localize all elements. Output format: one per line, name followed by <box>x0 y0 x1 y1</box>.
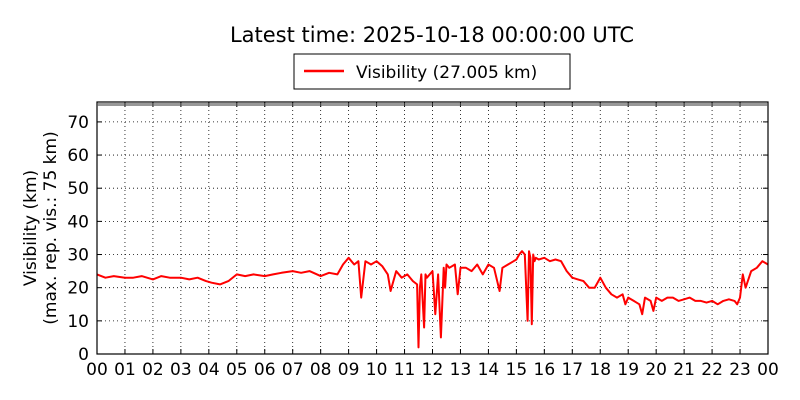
x-tick-label: 12 <box>422 360 444 380</box>
y-axis-label-line2: (max. rep. vis.: 75 km) <box>41 131 61 324</box>
x-tick-label: 16 <box>534 360 556 380</box>
x-tick-labels: 00 01 02 03 04 05 06 07 08 09 10 11 12 13 14 15 16 17 18 19… <box>86 360 779 380</box>
y-tick-labels: 0 10 20 30 40 50 60 70 <box>67 113 89 365</box>
x-tick-label: 08 <box>310 360 332 380</box>
y-tick-label: 60 <box>67 146 89 166</box>
chart-title: Latest time: 2025-10-18 00:00:00 UTC <box>230 23 634 47</box>
y-tick-label: 10 <box>67 312 89 332</box>
axis-ticks <box>96 102 769 355</box>
x-tick-label: 21 <box>673 360 695 380</box>
x-tick-label: 19 <box>617 360 639 380</box>
legend: Visibility (27.005 km) <box>293 53 571 90</box>
x-tick-label: 05 <box>226 360 248 380</box>
x-tick-label: 18 <box>589 360 611 380</box>
legend-label: Visibility (27.005 km) <box>356 63 537 83</box>
x-tick-label: 00 <box>757 360 779 380</box>
x-tick-label: 09 <box>338 360 360 380</box>
x-tick-label: 13 <box>450 360 472 380</box>
y-tick-label: 0 <box>78 345 89 365</box>
x-tick-label: 14 <box>478 360 500 380</box>
x-tick-label: 11 <box>394 360 416 380</box>
y-tick-label: 20 <box>67 279 89 299</box>
y-axis-label: Visibility (km) (max. rep. vis.: 75 km) <box>21 131 61 324</box>
x-tick-label: 17 <box>561 360 583 380</box>
y-tick-label: 70 <box>67 113 89 133</box>
y-tick-label: 30 <box>67 246 89 266</box>
x-tick-label: 15 <box>506 360 528 380</box>
visibility-series-line <box>96 250 769 349</box>
x-tick-label: 04 <box>198 360 220 380</box>
x-tick-label: 23 <box>729 360 751 380</box>
grid-lines <box>97 102 768 354</box>
y-tick-label: 40 <box>67 212 89 232</box>
x-tick-label: 00 <box>86 360 108 380</box>
y-axis-label-line1: Visibility (km) <box>21 170 41 286</box>
x-tick-label: 01 <box>114 360 136 380</box>
x-tick-label: 20 <box>645 360 667 380</box>
x-tick-label: 10 <box>366 360 388 380</box>
x-tick-label: 07 <box>282 360 304 380</box>
x-tick-label: 02 <box>142 360 164 380</box>
plot-frame <box>96 101 769 355</box>
y-tick-label: 50 <box>67 179 89 199</box>
x-tick-label: 22 <box>701 360 723 380</box>
x-tick-label: 03 <box>170 360 192 380</box>
x-tick-label: 06 <box>254 360 276 380</box>
